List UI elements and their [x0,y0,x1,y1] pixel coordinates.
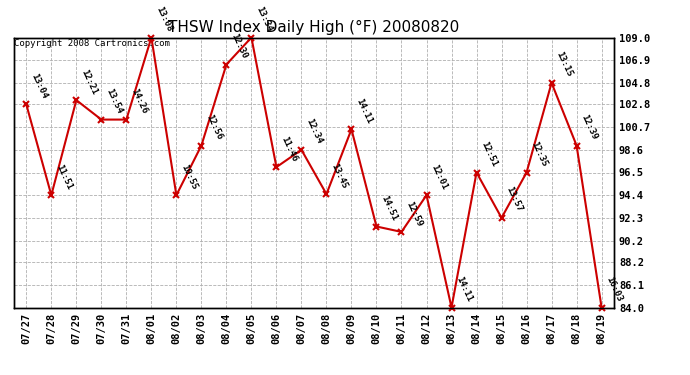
Text: 12:01: 12:01 [429,163,448,191]
Text: 10:55: 10:55 [179,163,199,191]
Text: 14:51: 14:51 [380,194,399,222]
Title: THSW Index Daily High (°F) 20080820: THSW Index Daily High (°F) 20080820 [168,20,460,35]
Text: 12:51: 12:51 [480,140,499,168]
Text: 12:59: 12:59 [404,200,424,228]
Text: 11:51: 11:51 [54,163,74,191]
Text: 12:21: 12:21 [79,68,99,96]
Text: 14:11: 14:11 [454,275,474,303]
Text: 12:30: 12:30 [229,32,248,60]
Text: 13:08: 13:08 [154,5,174,33]
Text: 13:04: 13:04 [29,72,48,100]
Text: 12:35: 12:35 [529,140,549,168]
Text: 12:34: 12:34 [304,117,324,146]
Text: 13:45: 13:45 [329,162,348,190]
Text: 12:39: 12:39 [580,113,599,141]
Text: 12:56: 12:56 [204,113,224,141]
Text: 13:57: 13:57 [504,186,524,214]
Text: 13:34: 13:34 [254,5,274,33]
Text: 13:15: 13:15 [554,51,574,79]
Text: Copyright 2008 Cartronics.com: Copyright 2008 Cartronics.com [14,39,170,48]
Text: 13:54: 13:54 [104,87,124,116]
Text: 14:26: 14:26 [129,87,148,116]
Text: 16:03: 16:03 [604,275,624,303]
Text: 11:46: 11:46 [279,135,299,163]
Text: 14:11: 14:11 [354,97,374,125]
